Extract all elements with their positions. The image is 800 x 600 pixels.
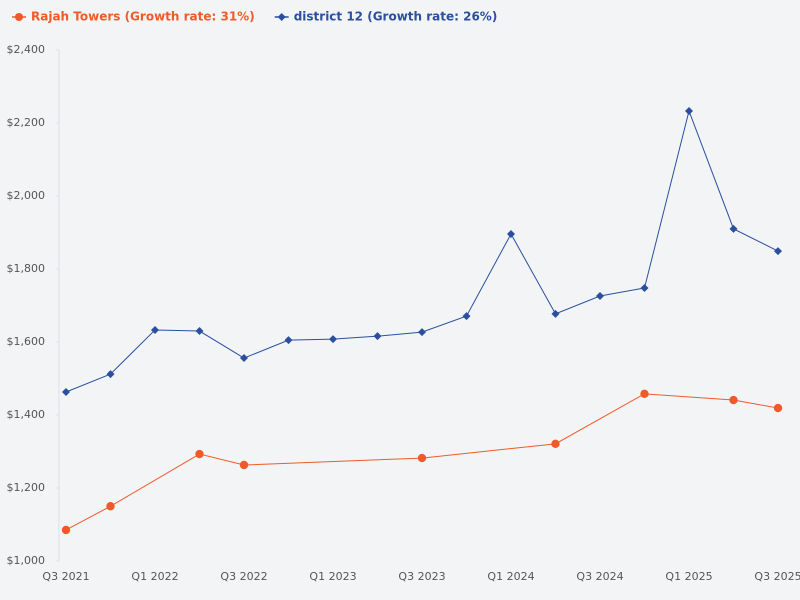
data-point (106, 502, 115, 511)
x-tick-label: Q3 2023 (398, 570, 445, 583)
data-point (195, 449, 204, 459)
data-point (685, 106, 693, 115)
data-point (462, 312, 471, 321)
data-point (596, 292, 604, 301)
data-point (195, 327, 204, 336)
data-point (507, 229, 515, 238)
data-point (729, 224, 738, 233)
y-tick-label: $1,000 (7, 554, 46, 567)
y-tick-label: $1,200 (7, 481, 46, 494)
x-tick-label: Q3 2024 (576, 570, 623, 583)
x-tick-label: Q1 2024 (487, 570, 534, 583)
legend-marker (15, 13, 23, 21)
data-point (373, 332, 382, 341)
x-tick-label: Q1 2022 (131, 570, 178, 583)
data-point (329, 335, 337, 344)
legend-label: district 12 (Growth rate: 26%) (294, 10, 498, 24)
data-point (417, 453, 427, 463)
y-tick-label: $2,200 (7, 116, 46, 129)
data-point (106, 370, 115, 379)
x-tick-label: Q1 2025 (665, 570, 712, 583)
y-tick-label: $2,400 (7, 43, 46, 56)
data-point (62, 388, 70, 397)
y-tick-label: $1,400 (7, 408, 46, 421)
data-point (729, 395, 738, 405)
y-tick-label: $1,600 (7, 335, 46, 348)
x-tick-label: Q3 2022 (220, 570, 267, 583)
data-point (151, 325, 159, 334)
legend-label: Rajah Towers (Growth rate: 31%) (31, 10, 255, 24)
x-tick-label: Q3 2021 (42, 570, 89, 583)
data-point (551, 439, 560, 449)
y-tick-label: $1,800 (7, 262, 46, 275)
data-point (284, 336, 293, 345)
data-point (240, 354, 248, 363)
data-point (640, 389, 649, 399)
data-point (418, 328, 426, 337)
x-tick-label: Q1 2023 (309, 570, 356, 583)
data-point (61, 525, 71, 535)
data-point (551, 309, 560, 318)
legend-marker (277, 13, 286, 21)
x-tick-label: Q3 2025 (754, 570, 800, 583)
data-point (773, 403, 783, 413)
data-point (774, 247, 782, 256)
data-point (239, 460, 249, 470)
data-point (640, 283, 649, 292)
y-tick-label: $2,000 (7, 189, 46, 202)
